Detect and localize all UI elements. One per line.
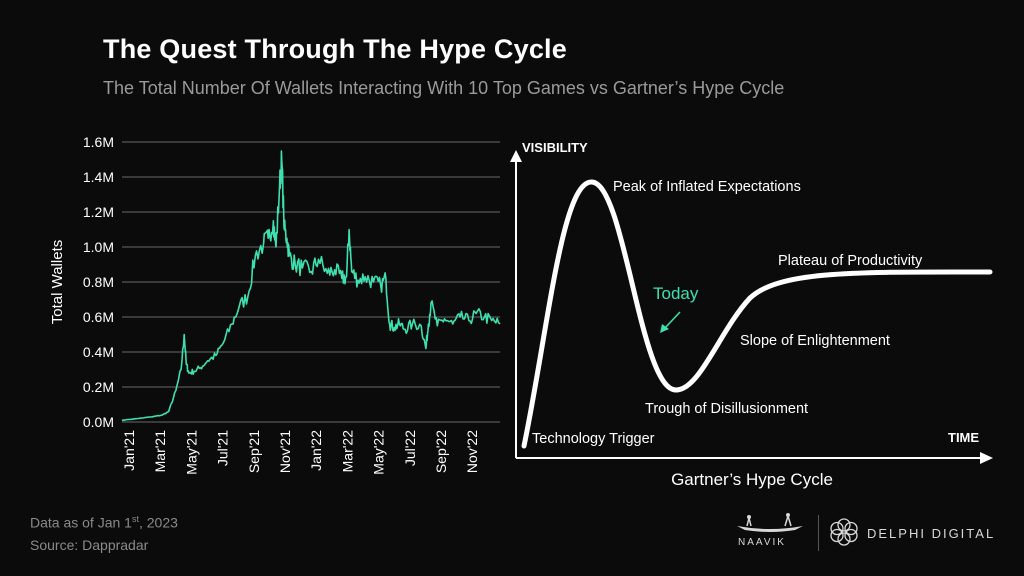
hype-x-label: TIME: [948, 430, 979, 445]
logo-divider: [818, 515, 819, 551]
hype-cycle-diagram: VISIBILITY TIME Peak of Inflated Expecta…: [510, 140, 993, 489]
label-peak: Peak of Inflated Expectations: [613, 179, 801, 195]
delphi-logo-text: DELPHI DIGITAL: [867, 526, 996, 541]
date-note-text: Data as of Jan 1: [30, 514, 132, 531]
y-tick-label: 0.2M: [83, 379, 114, 395]
naavik-logo-text: NAAVIK: [738, 537, 786, 548]
hype-x-arrowhead: [980, 452, 993, 464]
y-tick-label: 0.4M: [83, 344, 114, 360]
x-tick-label: May'22: [371, 430, 387, 475]
delphi-flower-icon: [830, 518, 858, 546]
date-note: Data as of Jan 1st, 2023: [30, 514, 178, 531]
y-axis-label: Total Wallets: [49, 240, 66, 324]
today-arrow-line: [664, 311, 681, 329]
y-tick-label: 0.6M: [83, 309, 114, 325]
hype-caption: Gartner’s Hype Cycle: [671, 470, 833, 489]
label-trough: Trough of Disillusionment: [645, 401, 808, 417]
hype-y-label: VISIBILITY: [522, 140, 588, 155]
label-plateau: Plateau of Productivity: [778, 253, 923, 269]
x-tick-label: Sep'22: [433, 430, 449, 473]
page-title: The Quest Through The Hype Cycle: [103, 34, 567, 64]
label-slope: Slope of Enlightenment: [740, 333, 890, 349]
y-tick-label: 0.8M: [83, 274, 114, 290]
label-today: Today: [653, 284, 699, 303]
grid-lines: [122, 141, 500, 423]
x-tick-label: May'21: [183, 430, 199, 475]
series-line-total-wallets: [121, 150, 501, 422]
x-tick-label: Nov'21: [277, 430, 293, 473]
y-tick-labels: 0.0M 0.2M 0.4M 0.6M 0.8M 1.0M 1.2M 1.4M 1.6M: [83, 134, 114, 430]
y-tick-label: 1.4M: [83, 169, 114, 185]
x-tick-label: Sep'21: [246, 430, 262, 473]
x-tick-label: Jan'22: [308, 430, 324, 471]
y-tick-label: 1.2M: [83, 204, 114, 220]
date-note-year: , 2023: [138, 514, 178, 531]
naavik-boat-icon: [737, 513, 803, 532]
date-note-sup: st: [131, 514, 139, 524]
page-subtitle: The Total Number Of Wallets Interacting …: [103, 78, 785, 98]
x-tick-label: Mar'22: [339, 430, 355, 473]
y-tick-label: 0.0M: [83, 414, 114, 430]
x-tick-label: Jul'22: [402, 430, 418, 466]
x-tick-labels: Jan'21 Mar'21 May'21 Jul'21 Sep'21 Nov'21 Jan'…: [121, 430, 480, 475]
x-tick-label: Jan'21: [121, 430, 137, 471]
label-trigger: Technology Trigger: [532, 431, 655, 447]
hype-y-arrowhead: [510, 150, 522, 162]
hype-curve: [521, 179, 993, 449]
x-tick-label: Jul'21: [215, 430, 231, 466]
y-tick-label: 1.0M: [83, 239, 114, 255]
source-note: Source: Dappradar: [30, 537, 149, 553]
y-tick-label: 1.6M: [83, 134, 114, 150]
today-arrowhead: [660, 324, 669, 333]
x-tick-label: Nov'22: [464, 430, 480, 473]
x-tick-label: Mar'21: [152, 430, 168, 473]
wallets-line-chart: 0.0M 0.2M 0.4M 0.6M 0.8M 1.0M 1.2M 1.4M 1.6M Jan…: [49, 134, 501, 475]
